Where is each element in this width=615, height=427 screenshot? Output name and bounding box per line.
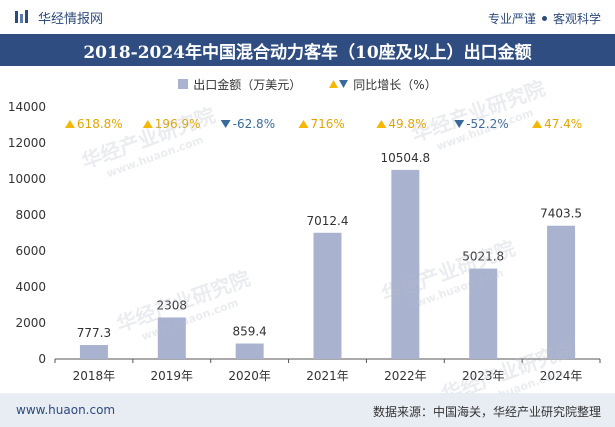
footer-source: 数据来源：中国海关，华经产业研究院整理	[372, 405, 601, 419]
growth-down-icon	[220, 120, 231, 128]
growth-label: -62.8%	[233, 117, 275, 131]
growth-up-icon	[532, 120, 543, 128]
growth-label: 47.4%	[544, 117, 582, 131]
bar	[469, 268, 498, 359]
y-tick-label: 6000	[15, 244, 46, 258]
growth-label: 196.9%	[155, 117, 201, 131]
legend-item-export[interactable]: 出口金额（万美元）	[178, 76, 301, 93]
brand-logo-icon	[15, 10, 28, 23]
bar-value-label: 10504.8	[381, 151, 431, 165]
bar-value-label: 5021.8	[462, 250, 504, 264]
brand-name: 华经情报网	[38, 11, 104, 27]
bar	[79, 345, 108, 359]
growth-label: 49.8%	[388, 117, 426, 131]
growth-label: 618.8%	[77, 117, 123, 131]
footer: www.huaon.com 数据来源：中国海关，华经产业研究院整理	[0, 393, 615, 427]
growth-up-icon	[64, 120, 75, 128]
growth-up-icon	[142, 120, 153, 128]
x-tick-label: 2024年	[540, 369, 583, 383]
bar-chart: 0 2000 4000 6000 8000 10000 12000 14000 777.3 201…	[8, 100, 601, 383]
tagline-dot-icon	[541, 16, 547, 21]
bar-value-label: 777.3	[77, 326, 111, 340]
legend-item-growth[interactable]: 同比增长（%）	[329, 76, 437, 93]
y-tick-label: 0	[38, 352, 46, 366]
bar-value-label: 2308	[157, 298, 188, 312]
growth-label: 716%	[311, 117, 345, 131]
top-bar: 华经情报网 专业严谨 客观科学	[0, 0, 615, 34]
x-tick-label: 2020年	[228, 369, 271, 383]
x-tick-label: 2022年	[384, 369, 427, 383]
y-tick-label: 4000	[15, 280, 46, 294]
tagline-left: 专业严谨	[487, 12, 536, 26]
bar	[235, 343, 264, 359]
bar	[547, 225, 576, 359]
y-tick-label: 2000	[15, 316, 46, 330]
x-tick-label: 2021年	[306, 369, 349, 383]
tagline: 专业严谨 客观科学	[488, 10, 601, 27]
growth-up-icon	[298, 120, 309, 128]
bar-value-label: 859.4	[232, 325, 266, 339]
bar-value-label: 7012.4	[307, 214, 349, 228]
bar	[313, 232, 342, 359]
legend-export-label: 出口金额（万美元）	[193, 77, 302, 92]
growth-up-icon	[376, 120, 387, 128]
bar	[391, 169, 420, 359]
legend-bar-swatch-icon	[178, 79, 189, 89]
growth-down-icon	[454, 120, 465, 128]
bar	[157, 317, 186, 359]
legend-growth-label: 同比增长（%）	[353, 77, 437, 92]
x-tick-label: 2018年	[73, 369, 116, 383]
y-tick-label: 12000	[8, 136, 46, 150]
growth-label: -52.2%	[466, 117, 508, 131]
legend-growth-arrows-icon	[329, 80, 349, 88]
brand[interactable]: 华经情报网	[14, 8, 104, 27]
y-tick-label: 14000	[8, 100, 46, 114]
chart-legend: 出口金额（万美元） 同比增长（%）	[0, 74, 615, 94]
bar-value-label: 7403.5	[540, 207, 582, 221]
y-tick-label: 8000	[15, 208, 46, 222]
footer-website-link[interactable]: www.huaon.com	[16, 403, 116, 417]
x-tick-label: 2019年	[151, 369, 194, 383]
tagline-right: 客观科学	[552, 12, 601, 26]
y-tick-label: 10000	[8, 172, 46, 186]
x-tick-label: 2023年	[462, 369, 505, 383]
chart-title: 2018-2024年中国混合动力客车（10座及以上）出口金额	[0, 34, 615, 66]
